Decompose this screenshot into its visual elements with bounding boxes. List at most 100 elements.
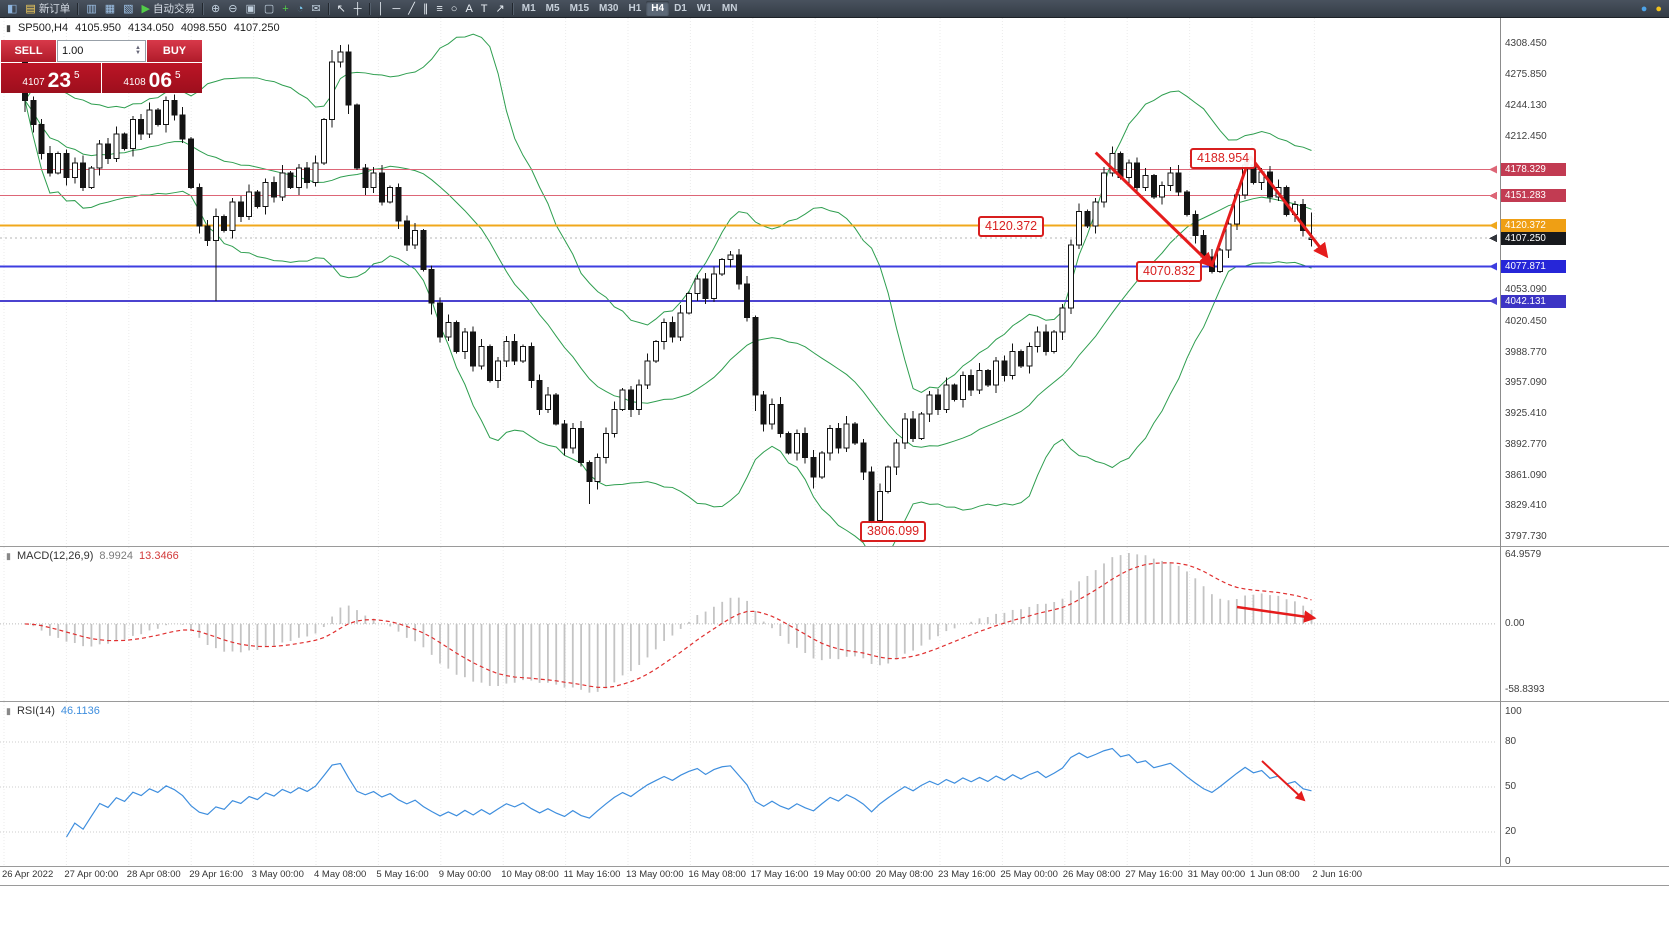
label-icon[interactable]: T	[477, 1, 492, 17]
rsi-annotation-arrow[interactable]	[1261, 760, 1306, 802]
panel-separator[interactable]	[0, 546, 1669, 547]
rsi-axis-label: 0	[1505, 856, 1511, 867]
timeframe-button-h1[interactable]: H1	[628, 3, 642, 14]
price-callout[interactable]: 4188.954	[1190, 148, 1257, 169]
volume-value: 1.00	[62, 45, 84, 57]
crosshair-icon[interactable]: ┼	[350, 1, 366, 17]
time-axis-label: 27 May 16:00	[1125, 869, 1183, 880]
time-axis-label: 27 Apr 00:00	[64, 869, 119, 880]
timeframe-button-m15[interactable]: M15	[569, 3, 590, 14]
price-axis-level-badge[interactable]: 4120.372	[1501, 219, 1566, 233]
price-callout[interactable]: 3806.099	[860, 521, 927, 542]
timeframe-button-m1[interactable]: M1	[521, 3, 536, 14]
arrows-tool-icon[interactable]: ↗	[492, 1, 509, 17]
timeframe-button-d1[interactable]: D1	[674, 3, 687, 14]
timeframe-button-m30[interactable]: M30	[599, 3, 619, 14]
new-chart-icon[interactable]: +	[278, 1, 292, 17]
chart-header: ▮ SP500,H4 4105.950 4134.050 4098.550 41…	[6, 22, 280, 34]
panel-separator[interactable]	[0, 701, 1669, 702]
sell-price-sup: 5	[74, 70, 80, 81]
ellipse-icon[interactable]: ○	[447, 1, 462, 17]
price-axis-label: 4053.090	[1505, 284, 1547, 296]
notification-icon[interactable]: ●	[1651, 1, 1666, 17]
zoom-in-icon: ⊕	[211, 2, 221, 15]
charts-icon[interactable]: ▥	[82, 1, 100, 17]
clock-icon[interactable]: ◔	[293, 1, 308, 17]
timeframe-button-mn[interactable]: MN	[721, 3, 738, 14]
price-callout[interactable]: 4070.832	[1136, 261, 1203, 282]
macd-axis-label: -58.8393	[1505, 683, 1545, 695]
new-order-button-label: 新订单	[38, 3, 71, 15]
label-icon: T	[480, 2, 488, 15]
tile-windows-icon[interactable]: ▣	[241, 1, 259, 17]
profiles-icon: ▦	[104, 2, 116, 15]
cascade-windows-icon[interactable]: ▢	[260, 1, 278, 17]
toolbar-separator	[511, 2, 514, 15]
sell-button[interactable]: SELL	[1, 40, 56, 62]
rsi-panel-canvas[interactable]	[0, 702, 1500, 866]
time-axis-label: 2 Jun 16:00	[1312, 869, 1363, 880]
time-axis-label: 11 May 16:00	[563, 869, 621, 880]
crosshair-icon: ┼	[353, 2, 362, 15]
fibonacci-icon[interactable]: ≡	[432, 1, 446, 17]
one-click-trading-widget: SELL 1.00 ▲ ▼ BUY 4107 23 5 4108 06 5	[1, 40, 202, 93]
rsi-name: RSI(14)	[16, 705, 55, 717]
volume-input[interactable]: 1.00 ▲ ▼	[57, 40, 146, 62]
vertical-line-icon[interactable]: │	[374, 1, 389, 17]
price-axis-level-badge[interactable]: 4077.871	[1501, 260, 1566, 274]
time-axis-label: 3 May 00:00	[251, 869, 304, 880]
price-axis-label: 3988.770	[1505, 346, 1547, 358]
toolbar-separator	[327, 2, 330, 15]
zoom-in-icon[interactable]: ⊕	[207, 1, 224, 17]
tile-windows-icon: ▣	[245, 2, 256, 15]
autotrading-button-icon: ▶	[141, 2, 150, 15]
trend-arrows[interactable]	[1094, 151, 1329, 268]
buy-price-button[interactable]: 4108 06 5	[102, 63, 202, 93]
price-callout[interactable]: 4120.372	[978, 216, 1045, 237]
timeframe-button-m5[interactable]: M5	[545, 3, 560, 14]
time-axis-label: 5 May 16:00	[376, 869, 429, 880]
price-axis-label: 4212.450	[1505, 130, 1547, 142]
time-axis-label: 13 May 00:00	[626, 869, 684, 880]
buy-button[interactable]: BUY	[147, 40, 202, 62]
cascade-windows-icon: ▢	[263, 2, 275, 15]
sell-price-button[interactable]: 4107 23 5	[1, 63, 101, 93]
cursor-icon[interactable]: ↖	[333, 1, 350, 17]
price-axis-level-badge[interactable]: 4178.329	[1501, 163, 1566, 177]
arrows-tool-icon: ↗	[495, 2, 505, 15]
channel-icon[interactable]: ∥	[419, 1, 433, 17]
price-axis-border	[1500, 18, 1501, 866]
rsi-axis-label: 80	[1505, 736, 1517, 747]
app-logo: ◧	[7, 2, 18, 15]
price-axis-level-badge[interactable]: 4042.131	[1501, 294, 1566, 308]
zoom-out-icon[interactable]: ⊖	[224, 1, 241, 17]
timeframe-button-h4[interactable]: H4	[646, 1, 670, 16]
main-chart-canvas[interactable]	[0, 18, 1500, 546]
autotrading-button[interactable]: ▶ 自动交易	[138, 1, 199, 17]
price-axis-label: 3797.730	[1505, 530, 1547, 542]
new-order-button[interactable]: ▤ 新订单	[21, 1, 74, 17]
trendline-icon[interactable]: ╱	[404, 1, 419, 17]
news-icon[interactable]: ✉	[307, 1, 324, 17]
price-axis-label: 3957.090	[1505, 377, 1547, 389]
templates-icon[interactable]: ▧	[119, 1, 137, 17]
new-chart-icon: +	[282, 2, 289, 15]
rsi-line	[65, 747, 1312, 838]
profiles-icon[interactable]: ▦	[101, 1, 119, 17]
macd-axis-label: 0.00	[1505, 617, 1525, 629]
community-icon: ●	[1640, 2, 1648, 15]
volume-spinner[interactable]: ▲ ▼	[135, 45, 141, 56]
macd-panel-canvas[interactable]	[0, 547, 1500, 701]
rsi-axis-label: 50	[1505, 781, 1517, 792]
text-icon[interactable]: A	[461, 1, 476, 17]
horizontal-line-icon[interactable]: ─	[388, 1, 404, 17]
macd-annotation-arrow[interactable]	[1236, 605, 1317, 623]
community-icon[interactable]: ●	[1637, 1, 1652, 17]
price-axis-level-badge[interactable]: 4151.283	[1501, 189, 1566, 203]
grid-lines	[3, 18, 1315, 546]
buy-price-prefix: 4108	[123, 77, 146, 88]
app-logo[interactable]: ◧	[3, 1, 21, 17]
time-axis-label: 31 May 00:00	[1187, 869, 1246, 880]
timeframe-button-w1[interactable]: W1	[696, 3, 712, 14]
templates-icon: ▧	[123, 2, 134, 15]
